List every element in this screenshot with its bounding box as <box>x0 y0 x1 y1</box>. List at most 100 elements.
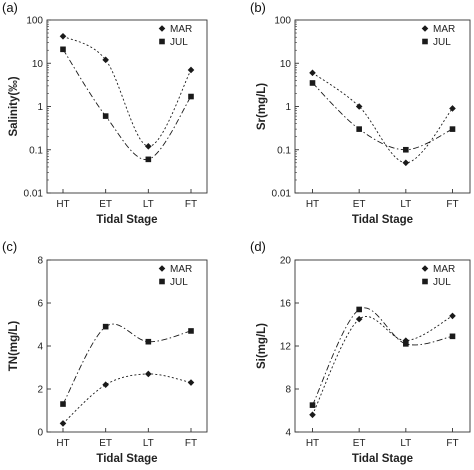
x-tick-label: HT <box>56 438 69 449</box>
series-line <box>312 72 453 164</box>
panel-label: (b) <box>250 0 266 15</box>
data-point <box>309 80 316 86</box>
data-point <box>188 93 194 100</box>
data-point <box>145 156 152 163</box>
legend-marker <box>159 278 165 285</box>
data-point <box>59 420 67 427</box>
y-axis-label: Si(mg/L) <box>256 323 268 369</box>
y-tick-label: 0.1 <box>277 145 291 156</box>
legend: MAR JUL <box>421 24 455 48</box>
legend: MAR JUL <box>158 264 192 288</box>
chart-panel-d: (d) 4 8 12 16 20 HT ET LT FT Tidal Stage Si(mg/L) MA… <box>250 239 471 465</box>
legend-marker <box>422 278 428 285</box>
legend-label: JUL <box>433 37 451 48</box>
x-tick-label: ET <box>353 199 366 210</box>
chart-panel-a: (a) 0.01 0.1 1 10 100 HT ET LT FT Tidal Stage Salin… <box>2 0 208 226</box>
data-point <box>188 328 194 334</box>
data-point <box>60 401 66 407</box>
y-tick-label: 100 <box>26 16 43 27</box>
data-point <box>355 103 363 110</box>
series-jul <box>60 46 194 163</box>
y-tick-label: 20 <box>280 256 292 267</box>
legend-marker <box>421 265 429 272</box>
y-tick-label: 1 <box>285 102 291 113</box>
legend-label: MAR <box>433 264 455 275</box>
data-point <box>449 105 456 112</box>
chart-panel-b: (b) 0.01 0.1 1 10 100 HT ET LT FT Tidal Stage Sr(mg… <box>250 0 471 226</box>
series-line <box>62 35 192 147</box>
y-tick-label: 8 <box>37 256 43 267</box>
legend-marker <box>158 265 166 272</box>
series-mar <box>309 312 456 419</box>
y-tick-label: 0 <box>37 428 43 439</box>
x-axis-label: Tidal Stage <box>352 453 413 465</box>
y-tick-label: 0.01 <box>272 189 292 200</box>
x-tick-label: LT <box>143 438 154 449</box>
series-line <box>62 373 192 424</box>
series-mar <box>309 69 456 167</box>
y-tick-label: 100 <box>274 16 291 27</box>
y-tick-label: 10 <box>280 59 292 70</box>
data-point <box>356 126 362 132</box>
y-tick-label: 0.1 <box>29 145 43 156</box>
legend-marker <box>422 38 428 45</box>
panel-label: (d) <box>250 239 266 254</box>
x-tick-label: HT <box>306 438 319 449</box>
x-tick-label: LT <box>143 199 154 210</box>
series-mar <box>59 32 195 150</box>
data-point <box>102 323 109 330</box>
x-tick-label: FT <box>446 199 458 210</box>
y-axis-label: Sr(mg/L) <box>256 83 268 130</box>
data-point <box>145 370 152 378</box>
data-point <box>309 411 316 419</box>
y-tick-label: 16 <box>280 299 292 310</box>
data-point <box>309 402 316 408</box>
data-point <box>449 333 456 340</box>
x-tick-label: HT <box>56 199 69 210</box>
data-point <box>355 315 363 323</box>
data-point <box>145 338 152 345</box>
data-point <box>403 341 409 347</box>
x-tick-label: HT <box>306 199 319 210</box>
data-point <box>449 126 456 132</box>
data-point <box>402 159 410 167</box>
x-tick-label: FT <box>185 438 197 449</box>
y-tick-label: 0.01 <box>24 189 44 200</box>
x-tick-label: LT <box>400 199 411 210</box>
data-point <box>449 312 456 320</box>
data-point <box>356 306 362 313</box>
y-axis-label: Salinity(‰) <box>8 76 20 136</box>
series-jul <box>309 306 456 408</box>
chart-panel-c: (c) 0 2 4 6 8 HT ET LT FT Tidal Stage TN(mg/L) MAR JU… <box>2 239 208 465</box>
x-axis-label: Tidal Stage <box>352 214 413 226</box>
legend-label: JUL <box>170 277 188 288</box>
y-tick-label: 2 <box>37 385 43 396</box>
data-point <box>187 66 195 74</box>
series-line <box>312 307 453 406</box>
y-tick-label: 6 <box>37 299 43 310</box>
data-point <box>60 46 66 53</box>
legend-marker <box>159 38 165 45</box>
y-tick-label: 1 <box>37 102 43 113</box>
series-jul <box>309 80 456 153</box>
legend-label: JUL <box>170 37 188 48</box>
legend-marker <box>421 25 429 32</box>
legend-label: MAR <box>170 264 192 275</box>
y-axis-label: TN(mg/L) <box>8 321 20 372</box>
data-point <box>145 143 152 150</box>
x-tick-label: ET <box>353 438 366 449</box>
data-point <box>309 69 316 77</box>
x-tick-label: FT <box>446 438 458 449</box>
data-point <box>59 32 67 40</box>
x-tick-label: ET <box>99 438 112 449</box>
legend-label: MAR <box>433 24 455 35</box>
legend-marker <box>158 25 166 32</box>
y-tick-label: 12 <box>280 342 292 353</box>
data-point <box>403 146 409 153</box>
data-point <box>102 381 109 388</box>
y-tick-label: 4 <box>285 428 291 439</box>
legend-label: MAR <box>170 24 192 35</box>
y-tick-label: 4 <box>37 342 43 353</box>
x-tick-label: LT <box>400 438 411 449</box>
